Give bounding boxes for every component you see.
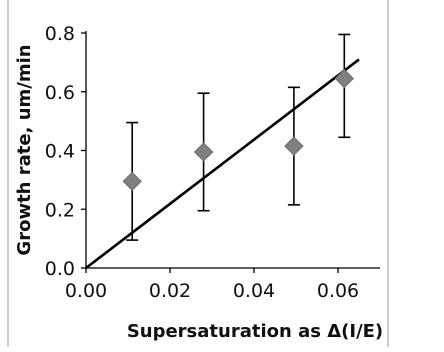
data-point-marker bbox=[284, 136, 304, 156]
x-tick-label: 0.02 bbox=[149, 280, 191, 302]
data-point-marker bbox=[334, 68, 355, 89]
x-tick-label: 0.04 bbox=[233, 280, 275, 302]
y-axis-title: Growth rate, um/min bbox=[14, 44, 35, 255]
data-point-marker bbox=[122, 171, 142, 192]
x-tick-label: 0.06 bbox=[317, 280, 359, 302]
data-point-marker bbox=[193, 142, 214, 162]
chart-frame bbox=[7, 0, 389, 347]
y-tick-label: 0.4 bbox=[45, 141, 75, 163]
y-tick-label: 0.2 bbox=[45, 199, 75, 221]
tick-labels: 0.0 0.2 0.4 0.6 0.8 0.00 0.02 0.04 0.06 bbox=[45, 23, 359, 302]
y-tick-label: 0.0 bbox=[45, 258, 75, 280]
trendline bbox=[85, 58, 360, 270]
x-axis-title: Supersaturation as Δ(I/E) bbox=[127, 321, 383, 342]
axes bbox=[81, 31, 380, 273]
x-tick-label: 0.00 bbox=[65, 280, 107, 302]
y-tick-label: 0.6 bbox=[45, 82, 75, 104]
y-tick-label: 0.8 bbox=[45, 23, 75, 45]
data-marks bbox=[85, 33, 360, 270]
